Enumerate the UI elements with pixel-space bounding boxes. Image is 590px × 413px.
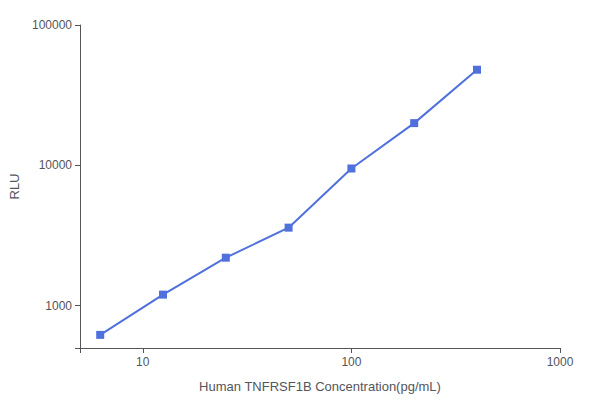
svg-text:1000: 1000 — [45, 299, 72, 313]
svg-text:10000: 10000 — [39, 158, 73, 172]
svg-text:Human TNFRSF1B Concentration(p: Human TNFRSF1B Concentration(pg/mL) — [199, 379, 441, 394]
svg-text:1000: 1000 — [547, 355, 574, 369]
svg-text:RLU: RLU — [7, 173, 22, 199]
svg-text:100: 100 — [341, 355, 361, 369]
svg-text:10: 10 — [136, 355, 150, 369]
svg-text:100000: 100000 — [32, 18, 72, 32]
